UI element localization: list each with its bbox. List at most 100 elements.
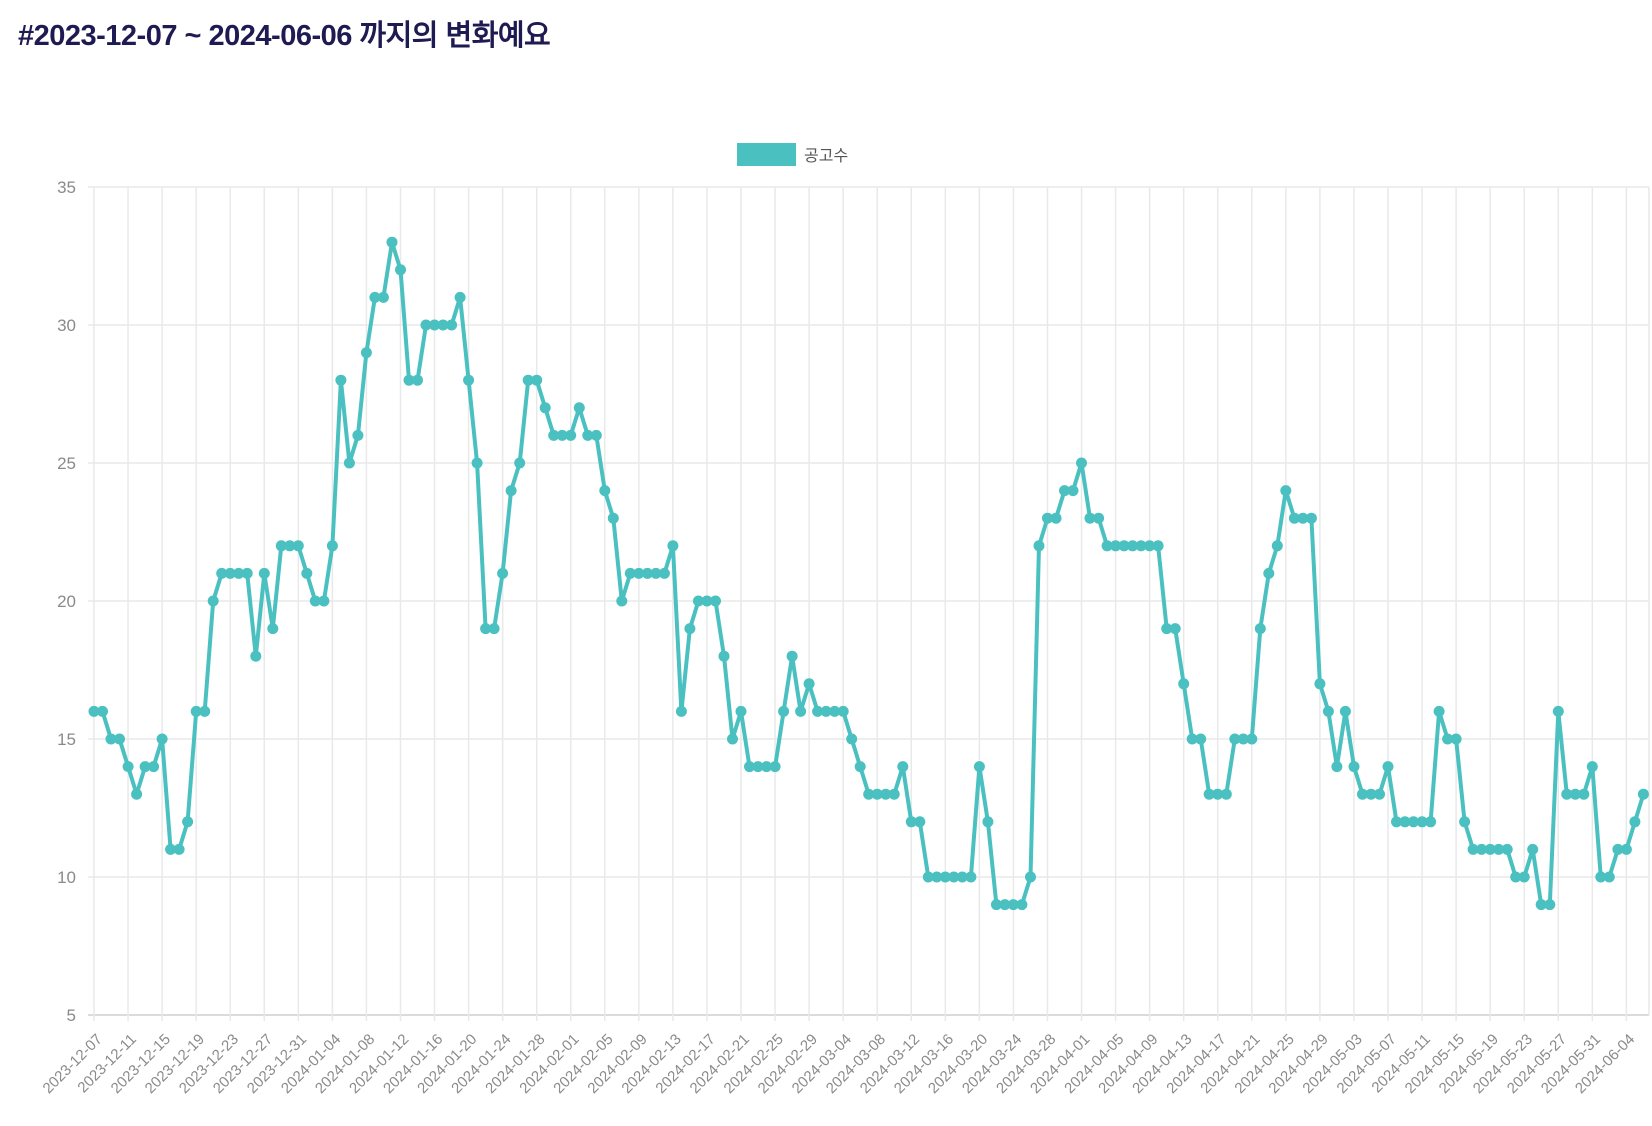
data-point[interactable] [1399, 816, 1411, 828]
data-point[interactable] [1569, 788, 1581, 800]
data-point[interactable] [863, 788, 875, 800]
data-point[interactable] [1305, 512, 1317, 524]
data-point[interactable] [829, 705, 841, 717]
data-point[interactable] [1059, 485, 1070, 497]
data-point[interactable] [275, 540, 287, 552]
data-point[interactable] [1442, 733, 1454, 745]
data-point[interactable] [224, 567, 236, 579]
data-point[interactable] [207, 595, 219, 607]
data-point[interactable] [658, 567, 670, 579]
data-point[interactable] [965, 871, 977, 883]
data-point[interactable] [548, 429, 560, 441]
data-point[interactable] [292, 540, 304, 552]
data-point[interactable] [769, 761, 781, 773]
data-point[interactable] [599, 485, 611, 497]
data-point[interactable] [1416, 816, 1428, 828]
data-point[interactable] [1339, 705, 1351, 717]
data-point[interactable] [1195, 733, 1207, 745]
data-point[interactable] [803, 678, 815, 690]
data-point[interactable] [1459, 816, 1471, 828]
data-point[interactable] [556, 429, 568, 441]
data-point[interactable] [335, 374, 347, 386]
data-point[interactable] [437, 319, 449, 331]
data-point[interactable] [446, 319, 458, 331]
data-point[interactable] [982, 816, 994, 828]
data-point[interactable] [752, 761, 764, 773]
data-point[interactable] [1033, 540, 1045, 552]
data-point[interactable] [412, 374, 423, 386]
data-point[interactable] [1391, 816, 1402, 828]
data-point[interactable] [1237, 733, 1249, 745]
data-point[interactable] [1229, 733, 1241, 745]
data-point[interactable] [1161, 623, 1173, 635]
data-point[interactable] [1484, 843, 1496, 855]
data-point[interactable] [395, 264, 406, 276]
data-point[interactable] [1357, 788, 1368, 800]
data-point[interactable] [1578, 788, 1590, 800]
data-point[interactable] [1263, 567, 1275, 579]
data-point[interactable] [1093, 512, 1105, 524]
data-point[interactable] [199, 705, 211, 717]
data-point[interactable] [514, 457, 526, 469]
data-point[interactable] [1637, 788, 1649, 800]
data-point[interactable] [973, 761, 985, 773]
data-point[interactable] [1476, 843, 1488, 855]
data-point[interactable] [939, 871, 951, 883]
data-point[interactable] [616, 595, 628, 607]
data-point[interactable] [914, 816, 926, 828]
data-point[interactable] [922, 871, 934, 883]
data-point[interactable] [1374, 788, 1385, 800]
data-point[interactable] [1076, 457, 1087, 469]
data-point[interactable] [880, 788, 892, 800]
data-point[interactable] [480, 623, 492, 635]
data-point[interactable] [633, 567, 645, 579]
data-point[interactable] [386, 236, 398, 248]
data-point[interactable] [1042, 512, 1053, 524]
data-point[interactable] [573, 402, 585, 414]
data-point[interactable] [97, 705, 108, 717]
data-point[interactable] [786, 650, 798, 662]
data-point[interactable] [1297, 512, 1309, 524]
data-point[interactable] [1552, 705, 1564, 717]
data-point[interactable] [1152, 540, 1164, 552]
data-point[interactable] [607, 512, 619, 524]
data-point[interactable] [139, 761, 151, 773]
data-point[interactable] [343, 457, 355, 469]
data-point[interactable] [1586, 761, 1598, 773]
data-point[interactable] [1212, 788, 1224, 800]
data-point[interactable] [1629, 816, 1641, 828]
data-point[interactable] [1518, 871, 1530, 883]
data-point[interactable] [1271, 540, 1283, 552]
data-point[interactable] [1084, 512, 1096, 524]
data-point[interactable] [1408, 816, 1419, 828]
data-point[interactable] [948, 871, 960, 883]
data-point[interactable] [1254, 623, 1266, 635]
data-point[interactable] [531, 374, 543, 386]
data-point[interactable] [897, 761, 909, 773]
data-point[interactable] [590, 429, 602, 441]
data-point[interactable] [1535, 899, 1547, 911]
data-point[interactable] [931, 871, 943, 883]
data-point[interactable] [1544, 899, 1556, 911]
data-point[interactable] [267, 623, 279, 635]
data-point[interactable] [1067, 485, 1079, 497]
data-point[interactable] [190, 705, 202, 717]
data-point[interactable] [488, 623, 500, 635]
data-point[interactable] [1118, 540, 1130, 552]
data-point[interactable] [403, 374, 415, 386]
data-point[interactable] [1007, 899, 1019, 911]
data-point[interactable] [641, 567, 653, 579]
data-point[interactable] [1595, 871, 1607, 883]
data-point[interactable] [1510, 871, 1522, 883]
data-point[interactable] [1450, 733, 1462, 745]
data-point[interactable] [1433, 705, 1445, 717]
data-point[interactable] [1561, 788, 1573, 800]
data-point[interactable] [778, 705, 790, 717]
data-point[interactable] [1527, 843, 1539, 855]
data-point[interactable] [471, 457, 483, 469]
data-point[interactable] [88, 705, 100, 717]
data-point[interactable] [165, 843, 177, 855]
data-point[interactable] [522, 374, 534, 386]
data-point[interactable] [173, 843, 185, 855]
data-point[interactable] [1144, 540, 1156, 552]
